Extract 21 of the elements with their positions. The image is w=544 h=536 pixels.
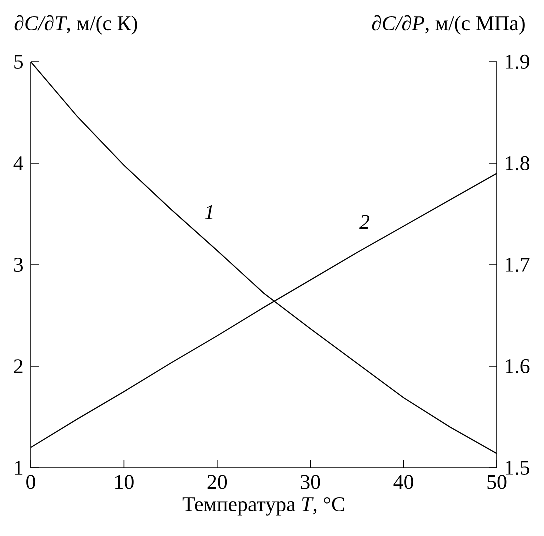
y-axis-title: ∂C/∂T, м/(с К)	[14, 15, 138, 35]
y-tick-label: 4	[14, 156, 24, 170]
x-tick-label: 20	[208, 475, 228, 490]
y2-tick-label: 1.5	[506, 460, 530, 476]
x-tick-label: 50	[488, 475, 507, 490]
y-tick-label: 5	[14, 55, 24, 69]
x-tick-label: 40	[394, 475, 414, 490]
y2-tick-label: 1.6	[506, 359, 530, 374]
y2-tick-label: 1.8	[506, 156, 530, 171]
x-tick-label: 10	[116, 475, 134, 490]
y-tick-label: 1	[15, 461, 23, 475]
y-tick-label: 2	[14, 360, 23, 374]
x-axis-title: Температура T, °C	[182, 497, 344, 516]
series-label: 1	[205, 205, 213, 220]
y-tick-label: 3	[14, 258, 24, 272]
y2-tick-label: 1.7	[506, 258, 530, 272]
x-tick-label: 0	[26, 475, 36, 490]
series-label: 2	[360, 215, 370, 230]
y2-axis-title: ∂C/∂P, м/(с МПа)	[372, 15, 525, 35]
y2-tick-label: 1.9	[506, 54, 530, 70]
x-tick-label: 30	[301, 475, 320, 490]
